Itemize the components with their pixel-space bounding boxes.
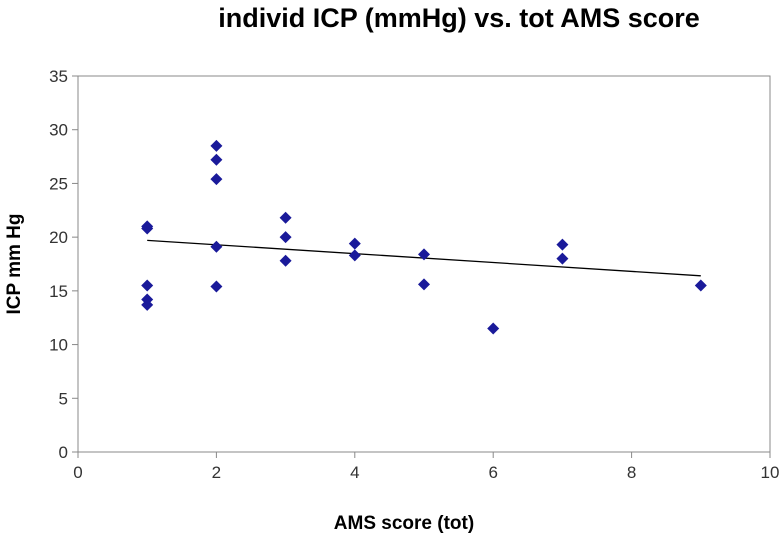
y-tick-label: 5 — [59, 389, 68, 408]
chart-title: individ ICP (mmHg) vs. tot AMS score — [218, 3, 700, 33]
data-point — [694, 279, 707, 292]
y-tick-label: 10 — [49, 336, 68, 355]
y-axis: 0 5 10 15 20 25 30 35 — [49, 67, 78, 462]
y-axis-label: ICP mm Hg — [4, 213, 25, 314]
data-point — [418, 278, 430, 291]
data-point — [279, 231, 292, 244]
plot-area — [77, 75, 771, 453]
x-tick-label: 10 — [761, 463, 780, 482]
y-tick-label: 30 — [49, 121, 68, 140]
x-tick-label: 4 — [350, 463, 359, 482]
data-point — [210, 153, 223, 166]
y-tick-label: 20 — [49, 228, 68, 247]
data-point — [556, 252, 569, 265]
data-point — [418, 248, 430, 261]
data-point — [210, 240, 223, 253]
y-tick-label: 25 — [49, 174, 68, 193]
data-point — [141, 298, 154, 311]
data-point — [279, 211, 292, 224]
x-tick-label: 6 — [488, 463, 497, 482]
x-tick-label: 2 — [212, 463, 221, 482]
data-point — [279, 254, 292, 267]
data-point — [348, 249, 361, 262]
data-points — [141, 139, 707, 335]
x-axis-label: AMS score (tot) — [334, 513, 474, 534]
y-tick-label: 0 — [59, 443, 68, 462]
data-point — [210, 280, 223, 293]
data-point — [556, 238, 569, 251]
data-point — [141, 222, 154, 235]
data-point — [348, 237, 361, 250]
y-tick-label: 15 — [49, 282, 68, 301]
data-point — [141, 279, 154, 292]
data-point — [210, 139, 223, 152]
y-tick-label: 35 — [49, 67, 68, 86]
x-tick-label: 0 — [73, 463, 82, 482]
data-point — [210, 173, 223, 186]
data-point — [487, 322, 500, 335]
x-tick-label: 8 — [627, 463, 636, 482]
x-axis: 0 2 4 6 8 10 — [73, 452, 779, 482]
